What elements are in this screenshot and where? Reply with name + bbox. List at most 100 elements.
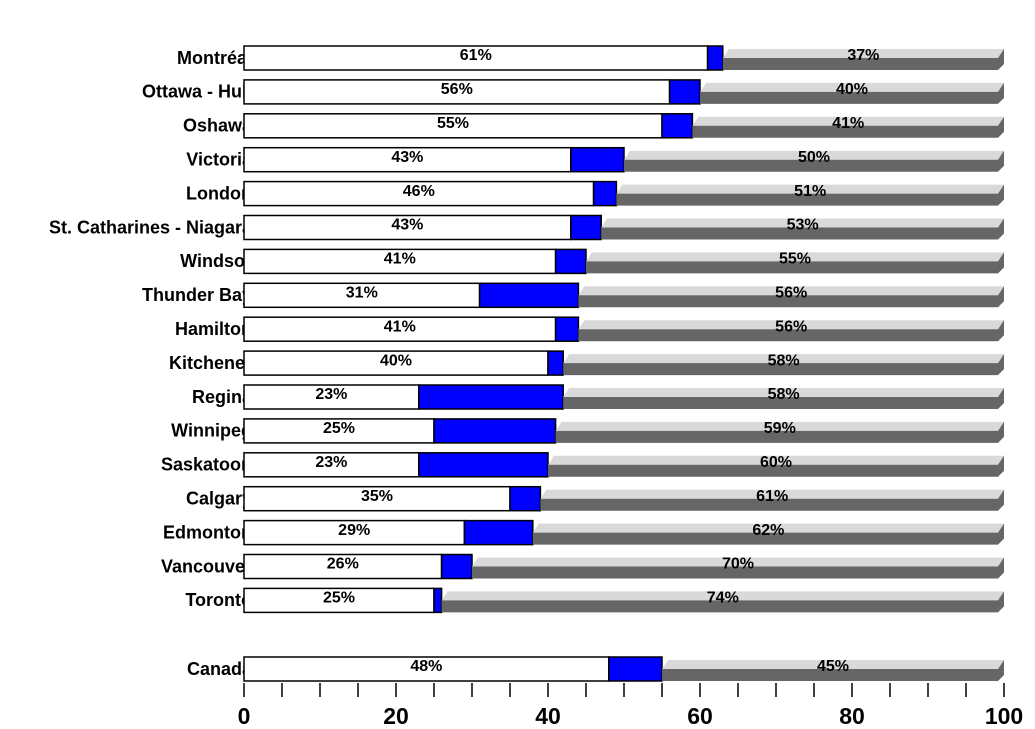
bar-highlight [722,49,1004,58]
value-label: 59% [764,420,796,437]
value-label: 25% [323,590,355,607]
value-label: 53% [787,217,819,234]
value-label: 74% [707,590,739,607]
value-label: 29% [338,522,370,539]
category-label: Ottawa - Hull [142,82,252,102]
value-label: 58% [768,386,800,403]
bar [563,388,1004,409]
bar-highlight [578,320,1004,330]
value-label: 56% [775,285,807,302]
bar-highlight [601,218,1004,228]
bar [563,354,1004,376]
bar [570,214,602,241]
value-label: 40% [836,81,868,98]
category-label: Kitchener [169,353,252,373]
value-label: 62% [752,522,784,539]
bar [243,553,443,580]
value-label: 23% [315,386,347,403]
value-label: 41% [832,115,864,132]
bar [532,523,1004,545]
bar-highlight [578,286,1004,296]
category-label: Thunder Bay [142,285,252,305]
bar [243,79,671,105]
bar-highlight [472,557,1004,567]
bar [592,180,618,207]
bar [692,116,1004,138]
bar [554,316,580,342]
category-label: Hamilton [175,319,252,339]
value-label: 23% [315,454,347,471]
bar [433,418,557,444]
x-tick-label: 0 [238,703,251,729]
bar-highlight [441,591,1005,601]
value-label: 56% [775,318,807,335]
value-label: 56% [441,81,473,98]
bar [662,660,1004,681]
bar [668,79,701,105]
bar [418,384,564,410]
bar-highlight [586,252,1004,262]
bar [624,150,1004,172]
bar [243,656,610,682]
value-label: 50% [798,149,830,166]
bar [243,282,481,309]
value-label: 37% [847,47,879,64]
category-label: Calgary [186,488,252,508]
bar [243,180,595,207]
bar [616,184,1004,206]
category-label: St. Catharines - Niagara [49,217,253,237]
bar-highlight [662,660,1004,669]
value-label: 31% [346,285,378,302]
bar [418,452,549,478]
bar [554,248,587,275]
bar [540,489,1004,511]
bar [548,455,1004,477]
bar [578,320,1004,342]
value-label: 41% [384,251,416,268]
value-label: 41% [384,318,416,335]
bar [433,587,443,614]
bar [555,421,1004,443]
bar [243,113,663,139]
category-label: Toronto [185,590,252,610]
category-label: Winnipeg [171,421,252,441]
bar-highlight [548,455,1004,465]
category-label: Canada [187,659,253,679]
value-label: 25% [323,420,355,437]
bar [440,553,473,580]
value-label: 40% [380,352,412,369]
bar [478,282,580,309]
bar [722,49,1004,70]
value-label: 26% [327,556,359,573]
value-label: 61% [460,47,492,64]
value-label: 46% [403,183,435,200]
bar-highlight [555,421,1004,431]
value-label: 45% [817,658,849,675]
value-label: 60% [760,454,792,471]
bar [578,286,1004,308]
value-label: 70% [722,556,754,573]
category-label: London [186,183,252,203]
bar [509,485,542,512]
bar-highlight [540,489,1004,499]
category-label: Vancouver [161,556,252,576]
x-tick-label: 60 [687,703,713,729]
x-tick-label: 80 [839,703,865,729]
bar [243,452,420,478]
bar-highlight [563,388,1004,397]
bar [243,214,572,241]
value-label: 43% [391,149,423,166]
bar [441,591,1005,613]
category-label: Victoria [186,149,253,169]
bar-highlight [532,523,1004,533]
bar [547,350,564,376]
value-label: 55% [437,115,469,132]
bar [472,557,1004,579]
category-label: Regina [192,387,253,407]
value-label: 43% [391,217,423,234]
category-label: Edmonton [163,522,252,542]
bar [243,384,420,410]
x-tick-label: 100 [985,703,1023,729]
category-label: Montréal [177,48,252,68]
